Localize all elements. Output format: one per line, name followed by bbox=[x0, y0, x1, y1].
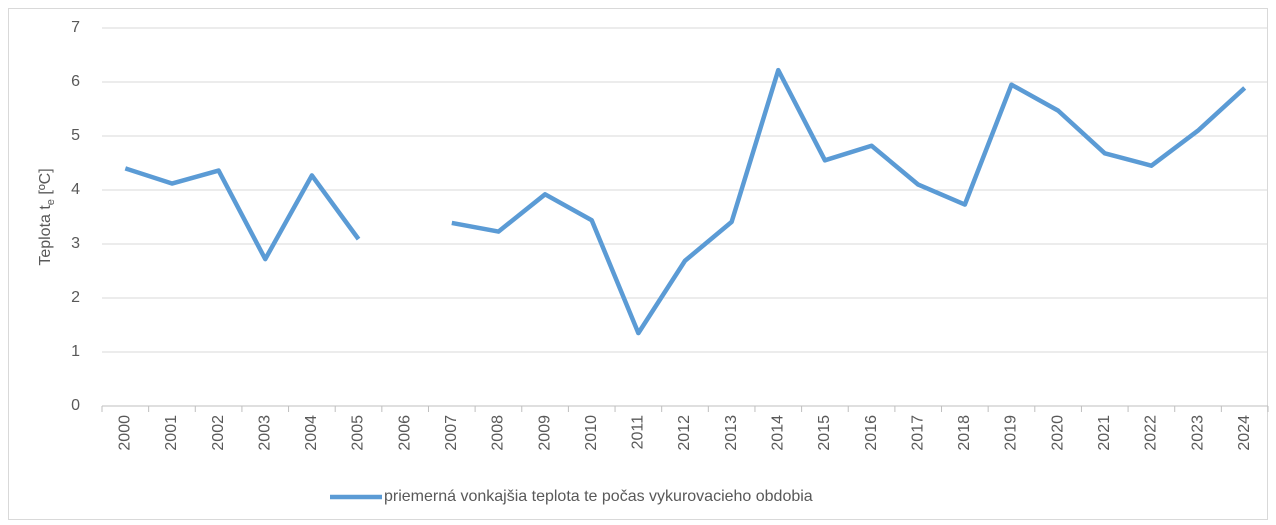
y-label-unit: [ºC] bbox=[37, 168, 54, 199]
x-tick-label: 2010 bbox=[583, 415, 600, 451]
x-tick-label: 2022 bbox=[1143, 415, 1160, 451]
legend-label: priemerná vonkajšia teplota te počas vyk… bbox=[384, 488, 813, 505]
x-tick-label: 2020 bbox=[1049, 415, 1066, 451]
x-tick-label: 2002 bbox=[210, 415, 227, 451]
y-label-subscript: e bbox=[45, 199, 57, 205]
x-tick-label: 2014 bbox=[769, 415, 786, 451]
y-tick-label: 1 bbox=[71, 343, 80, 360]
x-tick-label: 2003 bbox=[256, 415, 273, 451]
x-tick-label: 2012 bbox=[676, 415, 693, 451]
y-tick-label: 2 bbox=[71, 289, 80, 306]
x-tick-label: 2004 bbox=[303, 415, 320, 451]
x-tick-label: 2007 bbox=[443, 415, 460, 451]
x-tick-label: 2024 bbox=[1236, 415, 1253, 451]
x-tick-label: 2011 bbox=[630, 415, 647, 450]
y-label-text: Teplota t bbox=[37, 205, 54, 266]
x-tick-label: 2017 bbox=[909, 415, 926, 451]
y-tick-label: 0 bbox=[71, 397, 80, 414]
x-tick-label: 2008 bbox=[490, 415, 507, 451]
chart-border bbox=[8, 8, 1268, 520]
y-tick-label: 7 bbox=[71, 19, 80, 36]
y-tick-label: 6 bbox=[71, 73, 80, 90]
x-tick-label: 2015 bbox=[816, 415, 833, 451]
y-tick-label: 3 bbox=[71, 235, 80, 252]
y-tick-label: 5 bbox=[71, 127, 80, 144]
x-tick-label: 2013 bbox=[723, 415, 740, 451]
x-tick-label: 2019 bbox=[1003, 415, 1020, 451]
x-tick-label: 2001 bbox=[163, 415, 180, 451]
x-tick-label: 2016 bbox=[863, 415, 880, 451]
data-line bbox=[124, 67, 1247, 336]
x-tick-label: 2005 bbox=[350, 415, 367, 451]
x-tick-label: 2000 bbox=[117, 415, 134, 451]
x-tick-label: 2023 bbox=[1189, 415, 1206, 451]
x-tick-label: 2018 bbox=[956, 415, 973, 451]
x-tick-label: 2021 bbox=[1096, 415, 1113, 451]
y-tick-label: 4 bbox=[71, 181, 80, 198]
y-axis-label: Teplota te [ºC] bbox=[37, 168, 57, 265]
x-tick-label: 2009 bbox=[536, 415, 553, 451]
x-tick-label: 2006 bbox=[396, 415, 413, 451]
